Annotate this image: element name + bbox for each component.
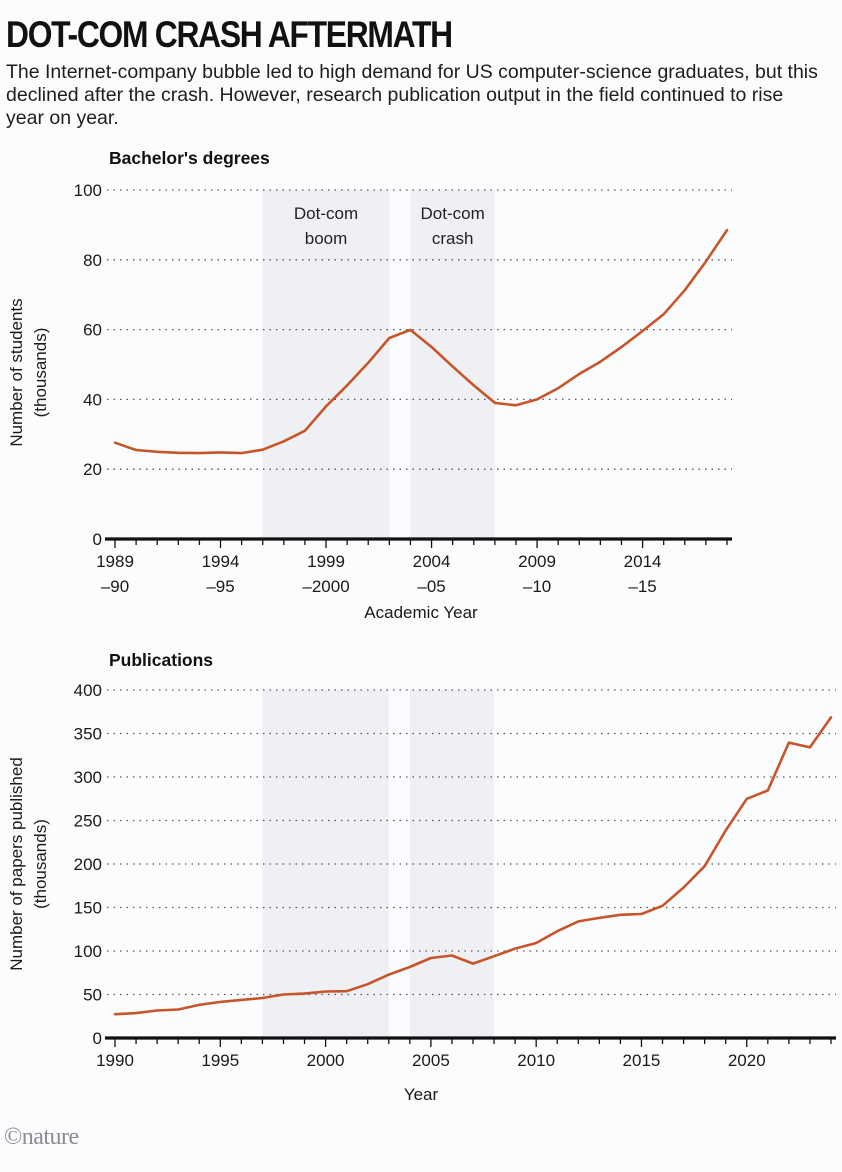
x-tick-label: 2009	[518, 552, 556, 571]
x-tick-label: 1995	[201, 1051, 239, 1070]
y-axis-title: (thousands)	[31, 328, 50, 418]
x-tick-label: 2014	[624, 552, 662, 571]
chart-title-publications: Publications	[109, 650, 214, 670]
band-label: boom	[305, 229, 348, 248]
x-tick-label-line2: –15	[628, 577, 656, 596]
x-tick-label: 2005	[412, 1051, 450, 1070]
x-tick-label: 1994	[202, 552, 240, 571]
y-tick-label: 60	[83, 321, 102, 340]
y-axis-title: Number of students	[7, 298, 26, 446]
x-tick-label-line2: –95	[206, 577, 234, 596]
x-tick-label: 2015	[623, 1051, 661, 1070]
x-tick-label-line2: –10	[523, 577, 551, 596]
x-tick-label-line2: –90	[101, 577, 129, 596]
x-tick-label: 1990	[96, 1051, 134, 1070]
x-tick-label: 2020	[728, 1051, 766, 1070]
y-tick-label: 0	[93, 1029, 102, 1048]
series-line	[113, 228, 729, 455]
publications-chart: 0 50 100 150 200 250 300 350 400 1990 1995 2000 2005…	[7, 681, 836, 1104]
y-tick-label: 200	[74, 855, 102, 874]
band-label: Dot-com	[421, 204, 485, 223]
y-tick-label: 100	[74, 942, 102, 961]
x-tick-label: 2010	[517, 1051, 555, 1070]
y-tick-label: 350	[74, 725, 102, 744]
shaded-band-0	[262, 690, 389, 1038]
series-line	[113, 716, 833, 1016]
x-tick-label-line2: –05	[417, 577, 445, 596]
x-tick-label: 2000	[307, 1051, 345, 1070]
x-tick-label: 2004	[413, 552, 451, 571]
y-tick-label: 400	[74, 681, 102, 700]
band-label: crash	[432, 229, 474, 248]
y-tick-label: 250	[74, 812, 102, 831]
y-axis-title: Number of papers published	[7, 757, 26, 971]
y-tick-label: 300	[74, 768, 102, 787]
x-tick-label-line2: –2000	[302, 577, 349, 596]
x-tick-label: 1989	[96, 552, 134, 571]
x-axis-title: Academic Year	[364, 603, 478, 622]
degrees-chart: Dot-com boom Dot-com crash 0 20 40 60 80 100 1989 –…	[7, 181, 732, 622]
chart-title-degrees: Bachelor's degrees	[109, 148, 270, 168]
band-label: Dot-com	[294, 204, 358, 223]
y-tick-label: 50	[83, 986, 102, 1005]
y-tick-label: 20	[83, 460, 102, 479]
y-tick-label: 100	[74, 181, 102, 200]
nature-credit: ©nature	[4, 1124, 79, 1150]
x-axis-title: Year	[404, 1085, 439, 1104]
y-tick-label: 150	[74, 899, 102, 918]
y-tick-label: 0	[93, 530, 102, 549]
shaded-band-1	[410, 190, 495, 539]
page-subtitle: The Internet-company bubble led to high …	[6, 61, 818, 129]
y-axis-title: (thousands)	[31, 819, 50, 909]
y-tick-label: 80	[83, 251, 102, 270]
x-tick-label: 1999	[307, 552, 345, 571]
page-title: DOT-COM CRASH AFTERMATH	[6, 14, 453, 55]
y-tick-label: 40	[83, 390, 102, 409]
